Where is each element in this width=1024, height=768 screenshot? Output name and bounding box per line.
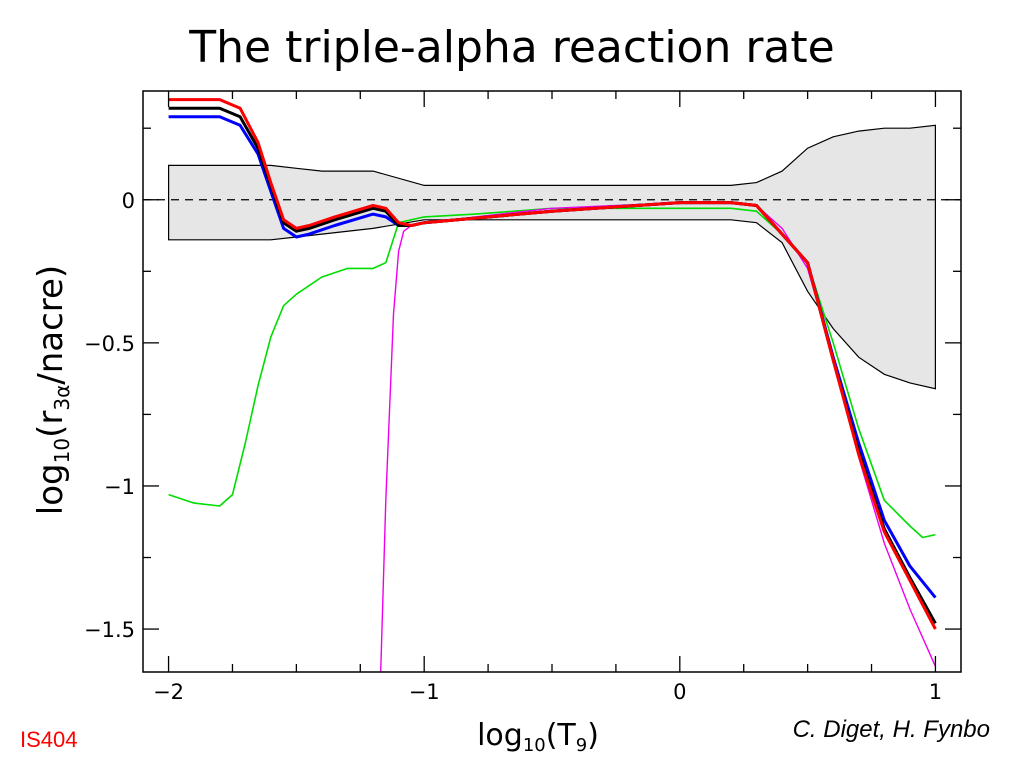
y-axis-title: log10(r3α/nacre) <box>31 265 74 515</box>
y-tick-label: −1 <box>104 475 135 499</box>
tick-label-layer: −2 −1 0 1 0 −0.5 −1 −1.5 <box>84 189 942 704</box>
series-line-5 <box>168 98 937 630</box>
slide-title: The triple-alpha reaction rate <box>189 22 835 73</box>
x-tick-label: −2 <box>153 680 184 704</box>
author-credit: C. Diget, H. Fynbo <box>792 716 990 743</box>
x-axis-title: log10(T9) <box>477 718 599 756</box>
y-tick-label: −0.5 <box>84 332 135 356</box>
y-tick-label: −1.5 <box>84 618 135 642</box>
uncertainty-band <box>168 124 936 390</box>
series-line-1 <box>168 207 936 539</box>
x-tick-label: 1 <box>929 680 942 704</box>
tick-layer <box>143 91 961 672</box>
y-tick-label: 0 <box>122 189 135 213</box>
uncertainty-band-layer <box>168 124 936 390</box>
x-tick-label: −1 <box>409 680 440 704</box>
series-layer <box>168 98 937 672</box>
experiment-tag: IS404 <box>20 727 78 752</box>
x-tick-label: 0 <box>673 680 686 704</box>
